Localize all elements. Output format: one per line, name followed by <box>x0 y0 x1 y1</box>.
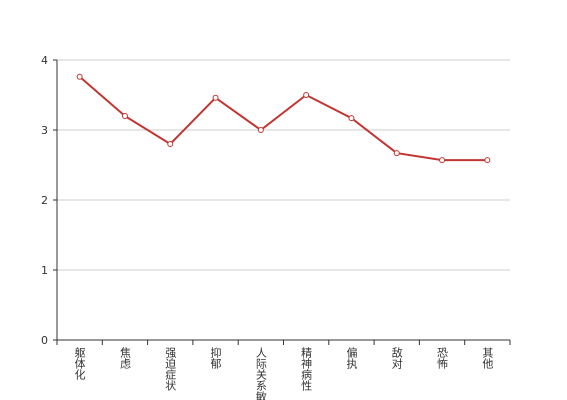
point <box>484 157 491 164</box>
point <box>167 141 174 147</box>
x-tick-label: 强迫症状 <box>164 347 177 391</box>
y-tick-label: 2 <box>41 194 48 207</box>
point <box>121 113 128 119</box>
x-tick-label: 恐怖 <box>436 347 449 369</box>
point <box>257 127 264 133</box>
point <box>76 73 83 80</box>
x-tick-label: 抑郁 <box>209 346 222 369</box>
line <box>78 76 488 162</box>
x-tick-label: 躯体化 <box>73 347 86 381</box>
point <box>439 157 446 164</box>
point <box>393 150 400 157</box>
point <box>348 115 355 122</box>
y-tick-label: 0 <box>41 334 48 347</box>
x-tick-label: 焦虑 <box>118 347 131 369</box>
x-tick-label: 其他 <box>481 347 494 369</box>
point <box>212 94 219 101</box>
y-tick-label: 3 <box>41 124 48 137</box>
point <box>303 92 310 98</box>
y-tick-label: 1 <box>41 264 48 277</box>
x-tick-label: 敌对 <box>390 346 403 369</box>
x-tick-label: 人际关系敏感 <box>254 347 267 400</box>
x-tick-label: 精神病性 <box>300 347 313 392</box>
y-tick-label: 4 <box>41 54 48 67</box>
x-tick-label: 偏执 <box>345 346 358 370</box>
